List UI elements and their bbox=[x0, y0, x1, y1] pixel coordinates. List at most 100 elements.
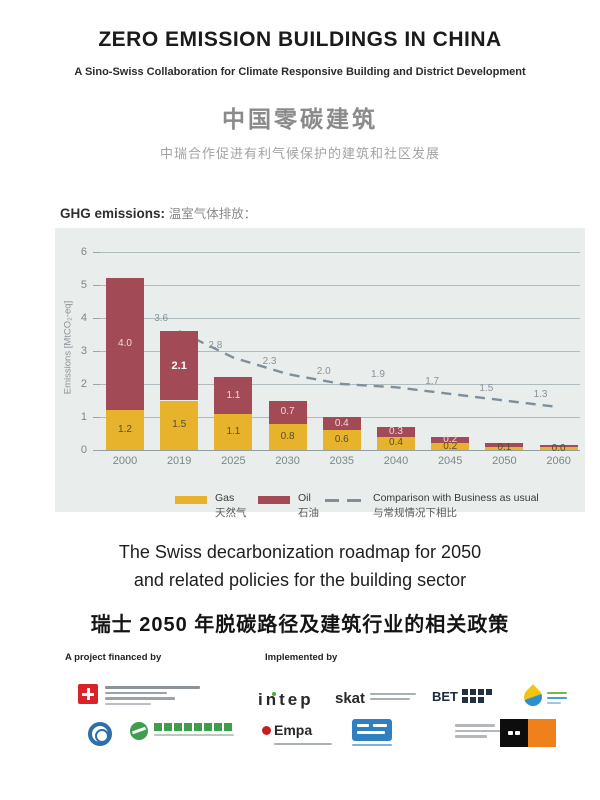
gas-bar-segment bbox=[485, 446, 524, 450]
bau-value-label: 1.3 bbox=[533, 389, 548, 401]
bet-logo-cjk-text bbox=[462, 689, 492, 705]
gas-value-label: 0.1 bbox=[497, 442, 512, 454]
orange-square-icon bbox=[528, 719, 556, 747]
chart-legend: Gas 天然气 Oil 石油 Comparison with Business … bbox=[55, 492, 585, 526]
gas-value-label: 1.5 bbox=[172, 419, 187, 431]
bau-value-label: 2.8 bbox=[208, 339, 223, 351]
bau-value-label: 2.3 bbox=[262, 356, 277, 368]
skat-logo: skat bbox=[335, 690, 417, 707]
x-tick-label: 2060 bbox=[546, 455, 571, 467]
y-tick-label: 5 bbox=[80, 279, 87, 291]
roadmap-text-line1: The Swiss decarbonization roadmap for 20… bbox=[118, 542, 482, 562]
x-tick-label: 2045 bbox=[437, 455, 463, 467]
intep-green-dot-icon bbox=[271, 692, 276, 696]
skat-wordmark: skat bbox=[335, 690, 366, 707]
drop-logo-textlines bbox=[547, 688, 567, 707]
y-tick-label: 1 bbox=[80, 411, 87, 423]
page-title: ZERO EMISSION BUILDINGS IN CHINA bbox=[98, 28, 502, 51]
gas-bar-segment bbox=[539, 447, 578, 450]
page-title-zh: 中国零碳建筑 bbox=[222, 106, 378, 132]
oil-value-label: 0.7 bbox=[280, 406, 295, 418]
gridline bbox=[100, 351, 580, 352]
swiss-confederation-logo bbox=[78, 684, 200, 708]
gas-bar-segment bbox=[431, 443, 470, 450]
green-association-logo bbox=[130, 722, 234, 740]
y-tick-mark bbox=[93, 252, 100, 253]
implemented-by-heading: Implemented by bbox=[265, 652, 338, 663]
ghg-emissions-chart: Emissions [MtCO₂-eq] 0 1 2 3 4 5 6 4.0 1.2 2000 2.… bbox=[55, 228, 585, 512]
x-tick-label: 2019 bbox=[166, 455, 192, 467]
y-tick-mark bbox=[93, 450, 100, 451]
legend-oil-label: Oil bbox=[298, 492, 311, 504]
chart-section-label: GHG emissions: 温室气体排放： bbox=[60, 203, 256, 222]
water-drop-icon bbox=[520, 684, 546, 710]
gas-swatch-icon bbox=[175, 496, 207, 504]
oil-bar-segment bbox=[322, 417, 361, 431]
bau-value-label: 1.9 bbox=[371, 369, 385, 381]
y-tick-label: 3 bbox=[80, 345, 87, 357]
oil-value-label: 0.2 bbox=[443, 434, 458, 446]
gas-value-label: 0.4 bbox=[389, 437, 403, 449]
gas-value-label: 0.8 bbox=[280, 430, 295, 442]
chart-label-zh: 温室气体排放： bbox=[168, 207, 257, 221]
gas-value-label: 0.2 bbox=[443, 440, 458, 452]
bau-value-label: 1.7 bbox=[425, 375, 440, 387]
oil-bar-segment bbox=[106, 278, 144, 411]
bau-value-label: 1.5 bbox=[479, 382, 494, 394]
y-tick-label: 0 bbox=[80, 444, 87, 456]
dashed-line-icon bbox=[347, 499, 361, 502]
x-tick-label: 2035 bbox=[329, 455, 355, 467]
dashed-line-icon bbox=[325, 499, 339, 502]
gridline bbox=[100, 318, 580, 319]
swiss-cross-icon bbox=[78, 684, 98, 704]
bau-comparison-line bbox=[178, 330, 559, 409]
oil-swatch-icon bbox=[258, 496, 290, 504]
x-tick-label: 2050 bbox=[492, 455, 517, 467]
gas-bar-segment bbox=[106, 410, 144, 450]
roadmap-text-line2: and related policies for the building se… bbox=[133, 570, 467, 590]
page-subtitle-en: A Sino-Swiss Collaboration for Climate R… bbox=[74, 66, 526, 78]
oil-bar-segment bbox=[268, 400, 307, 424]
gas-bar-segment bbox=[268, 423, 307, 450]
roadmap-text-zh: 瑞士 2050 年脱碳路径及建筑行业的相关政策 bbox=[90, 614, 510, 636]
oil-value-label: 0.3 bbox=[389, 425, 403, 437]
oil-bar-segment bbox=[485, 443, 524, 447]
bet-wordmark: BET bbox=[432, 689, 458, 704]
x-tick-label: 2030 bbox=[275, 455, 300, 467]
y-tick-label: 2 bbox=[80, 378, 87, 390]
gas-value-label: 0.6 bbox=[334, 434, 349, 446]
legend-bau-label: Comparison with Business as usual bbox=[373, 492, 539, 504]
gas-value-label: 1.1 bbox=[226, 425, 241, 437]
gridline bbox=[100, 252, 580, 253]
legend-gas-label-zh: 天然气 bbox=[215, 507, 247, 519]
y-tick-mark bbox=[93, 351, 100, 352]
oil-bar-segment bbox=[214, 377, 253, 414]
green-logo-cjk-text bbox=[154, 723, 234, 731]
y-tick-mark bbox=[93, 417, 100, 418]
gas-value-label: 0.0 bbox=[551, 442, 566, 454]
chart-label-en: GHG emissions: bbox=[60, 206, 166, 221]
empa-red-dot-icon bbox=[262, 726, 271, 735]
legend-bau-label-zh: 与常规情况下相比 bbox=[373, 507, 457, 519]
bau-value-label: 3.6 bbox=[154, 313, 169, 325]
y-tick-mark bbox=[93, 318, 100, 319]
swiss-logo-textlines bbox=[105, 684, 200, 708]
gray-text-logo bbox=[455, 724, 511, 741]
gas-value-label: 1.2 bbox=[118, 424, 132, 436]
financed-by-heading: A project financed by bbox=[65, 652, 162, 663]
intep-logo: intep bbox=[258, 690, 318, 710]
empa-wordmark: Empa bbox=[274, 722, 313, 738]
black-orange-squares-logo bbox=[500, 719, 556, 747]
bau-value-label: 2.0 bbox=[316, 366, 331, 377]
oil-bar-segment bbox=[539, 445, 578, 447]
x-tick-label: 2000 bbox=[112, 455, 138, 467]
legend-oil-label-zh: 石油 bbox=[298, 507, 319, 519]
empa-logo: Empa bbox=[262, 722, 332, 748]
gridline bbox=[100, 285, 580, 286]
black-square-icon bbox=[500, 719, 528, 747]
gas-bar-segment bbox=[214, 413, 253, 450]
legend-gas-label: Gas bbox=[215, 492, 235, 504]
blue-emblem-icon bbox=[88, 722, 112, 746]
gas-bar-segment bbox=[322, 430, 361, 450]
